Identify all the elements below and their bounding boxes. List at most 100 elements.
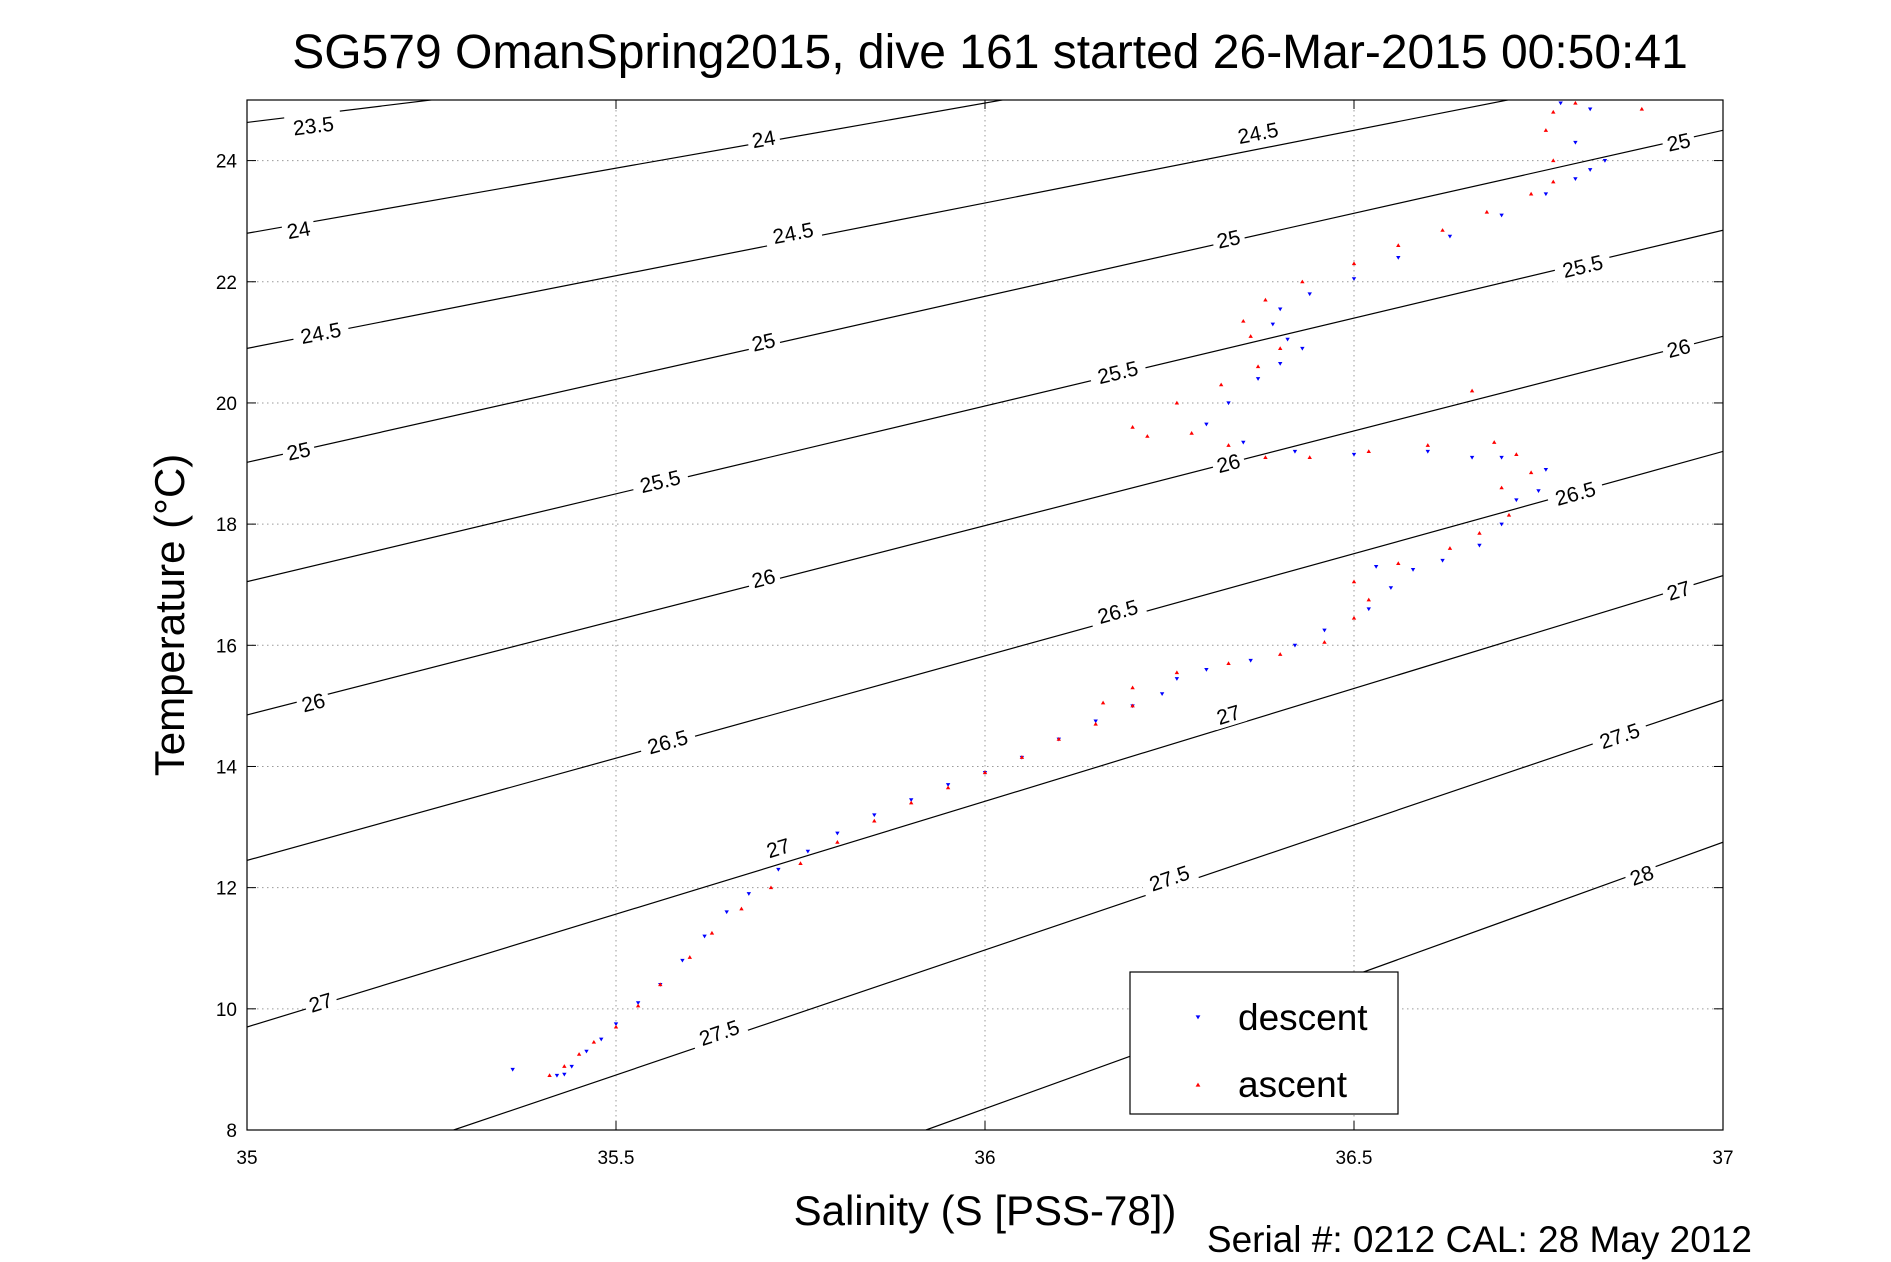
descent-point: [1499, 213, 1504, 218]
contour-label-bg: [1209, 446, 1247, 479]
descent-point: [569, 1064, 574, 1069]
ascent-point: [709, 930, 715, 935]
contour-label-bg: [1544, 473, 1606, 512]
legend-descent-label: descent: [1238, 997, 1368, 1038]
ascent-point: [1440, 228, 1445, 232]
density-contour-line: [247, 450, 1723, 861]
descent-point: [1366, 607, 1371, 612]
contour-label-bg: [1228, 115, 1288, 150]
descent-point: [1241, 440, 1246, 445]
ascent-point: [1528, 191, 1534, 196]
ascent-point: [1551, 109, 1556, 114]
density-contour-label: 28: [1622, 857, 1661, 892]
y-tick-label: 20: [216, 394, 237, 415]
descent-point: [1285, 337, 1290, 342]
ascent-point: [1366, 449, 1371, 453]
descent-point: [1410, 568, 1416, 572]
ascent-point: [635, 1003, 641, 1008]
x-tick-label: 35: [236, 1148, 257, 1169]
y-tick-label: 10: [216, 1000, 237, 1021]
ascent-point: [1174, 670, 1180, 675]
ascent-point: [1263, 297, 1268, 302]
density-contour-line: [247, 100, 1511, 350]
descent-point: [1255, 377, 1261, 381]
ascent-point: [1573, 100, 1578, 105]
descent-point: [805, 849, 811, 854]
density-contour-label: 24: [745, 123, 782, 153]
contour-label-bg: [688, 1011, 750, 1053]
contour-label-text: 25: [1665, 129, 1693, 157]
descent-point: [1543, 468, 1549, 472]
y-tick-label: 12: [216, 879, 237, 900]
density-contour-label: 25: [745, 326, 782, 357]
density-contour-line: [247, 575, 1723, 1028]
density-contour-label: 24.5: [1228, 115, 1288, 150]
descent-point: [1322, 628, 1327, 633]
ascent-point: [1248, 334, 1253, 338]
density-contour-label: 26: [1209, 446, 1247, 479]
contour-label-text: 26: [1665, 335, 1693, 363]
density-contour-label: 27: [301, 985, 340, 1018]
descent-point: [680, 958, 685, 963]
descent-point: [1396, 255, 1401, 260]
ascent-point: [1492, 440, 1497, 444]
ascent-point: [1396, 561, 1401, 566]
descent-point: [1174, 677, 1180, 681]
y-tick-label: 14: [216, 757, 238, 778]
ascent-point: [591, 1039, 597, 1044]
ascent-point: [1396, 243, 1401, 247]
x-tick-label: 35.5: [598, 1148, 635, 1169]
y-tick-label: 18: [216, 515, 237, 536]
chart-title: SG579 OmanSpring2015, dive 161 started 2…: [292, 26, 1688, 79]
legend-ascent-label: ascent: [1238, 1064, 1348, 1105]
descent-point: [1440, 558, 1445, 563]
density-contour-label: 26: [744, 562, 782, 594]
ascent-point: [1189, 431, 1194, 435]
ascent-point: [1322, 640, 1327, 644]
y-axis-title: Temperature (°C): [146, 454, 193, 777]
contour-label-bg: [1552, 247, 1613, 284]
contour-label-bg: [630, 462, 691, 499]
ascent-point: [1130, 703, 1135, 708]
descent-point: [776, 867, 781, 872]
contour-label-bg: [301, 985, 340, 1018]
ascent-point: [945, 785, 951, 790]
descent-point: [1543, 192, 1549, 197]
descent-point: [599, 1037, 604, 1042]
contour-label-bg: [280, 214, 317, 244]
descent-point: [909, 798, 914, 802]
descent-series: [510, 101, 1608, 1078]
density-contour-label: 27: [1659, 573, 1698, 606]
x-tick-label: 36.5: [1336, 1148, 1373, 1169]
contour-label-bg: [744, 562, 782, 594]
contour-label-bg: [759, 831, 797, 864]
contour-label-text: 26: [1214, 450, 1242, 478]
ascent-series: [547, 100, 1645, 1078]
descent-point: [1514, 498, 1519, 503]
descent-point: [1469, 455, 1475, 460]
contour-label-bg: [1660, 126, 1697, 157]
ascent-point: [1056, 737, 1061, 741]
ascent-point: [1174, 400, 1180, 405]
descent-point: [945, 783, 951, 787]
descent-point: [1558, 101, 1563, 106]
ascent-point: [1551, 158, 1556, 163]
ascent-point: [1145, 434, 1150, 438]
descent-point: [1093, 719, 1098, 724]
descent-point: [1573, 140, 1578, 145]
density-contour-label: 23.5: [284, 109, 343, 140]
ascent-point: [1477, 531, 1482, 535]
y-tick-label: 24: [216, 152, 238, 173]
contour-label-bg: [290, 315, 351, 350]
x-axis-title: Salinity (S [PSS-78]): [794, 1187, 1177, 1234]
ascent-point: [1307, 455, 1312, 460]
ascent-point: [613, 1024, 619, 1029]
contour-label-text: 25: [1215, 226, 1243, 254]
descent-point: [1278, 362, 1283, 366]
ascent-point: [1300, 279, 1305, 284]
density-contour-line: [453, 699, 1723, 1130]
contour-label-bg: [745, 326, 782, 357]
ascent-point: [576, 1052, 582, 1056]
ascent-point: [1499, 485, 1504, 490]
descent-point: [1499, 522, 1504, 527]
